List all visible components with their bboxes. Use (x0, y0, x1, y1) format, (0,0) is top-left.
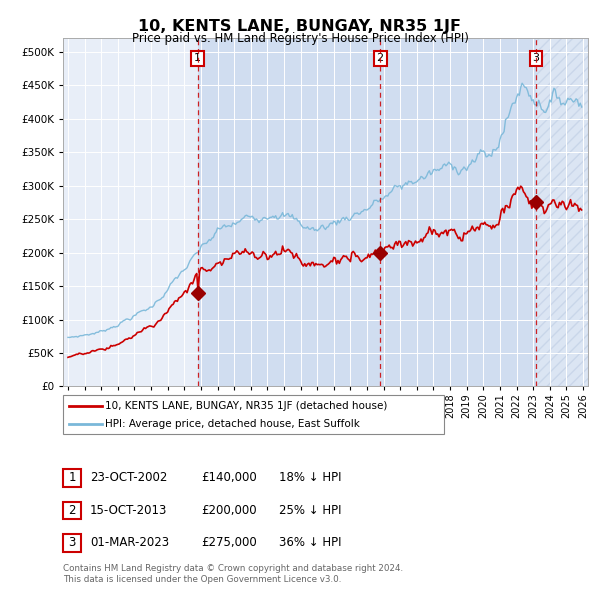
Text: This data is licensed under the Open Government Licence v3.0.: This data is licensed under the Open Gov… (63, 575, 341, 584)
Text: HPI: Average price, detached house, East Suffolk: HPI: Average price, detached house, East… (105, 419, 360, 429)
Bar (380, 38, 536, 386)
Text: 36% ↓ HPI: 36% ↓ HPI (279, 536, 341, 549)
Text: £200,000: £200,000 (201, 504, 257, 517)
Text: 1: 1 (194, 54, 201, 64)
Text: 25% ↓ HPI: 25% ↓ HPI (279, 504, 341, 517)
Text: £275,000: £275,000 (201, 536, 257, 549)
Text: 2: 2 (377, 54, 384, 64)
Text: 15-OCT-2013: 15-OCT-2013 (90, 504, 167, 517)
Text: 3: 3 (68, 536, 76, 549)
Text: 3: 3 (532, 54, 539, 64)
Text: £140,000: £140,000 (201, 471, 257, 484)
Text: 18% ↓ HPI: 18% ↓ HPI (279, 471, 341, 484)
Text: 01-MAR-2023: 01-MAR-2023 (90, 536, 169, 549)
Bar (198, 38, 380, 386)
Text: 1: 1 (68, 471, 76, 484)
Text: 23-OCT-2002: 23-OCT-2002 (90, 471, 167, 484)
Text: 10, KENTS LANE, BUNGAY, NR35 1JF (detached house): 10, KENTS LANE, BUNGAY, NR35 1JF (detach… (105, 401, 388, 411)
Bar (536, 38, 588, 386)
Text: Price paid vs. HM Land Registry's House Price Index (HPI): Price paid vs. HM Land Registry's House … (131, 32, 469, 45)
Text: Contains HM Land Registry data © Crown copyright and database right 2024.: Contains HM Land Registry data © Crown c… (63, 565, 403, 573)
Text: 10, KENTS LANE, BUNGAY, NR35 1JF: 10, KENTS LANE, BUNGAY, NR35 1JF (139, 19, 461, 34)
Text: 2: 2 (68, 504, 76, 517)
